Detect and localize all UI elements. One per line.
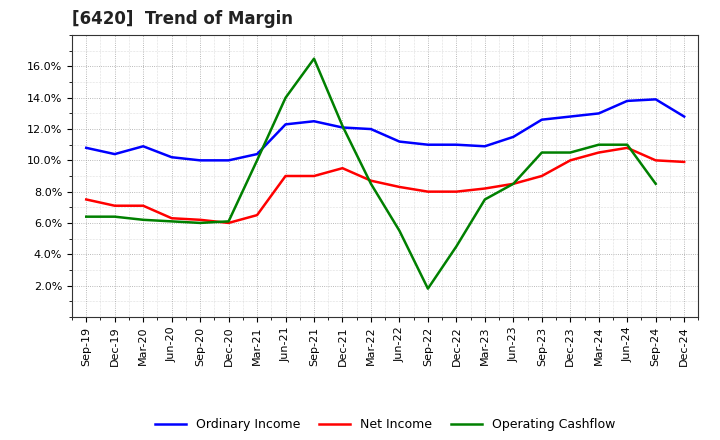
Operating Cashflow [82,214,91,219]
Operating Cashflow [452,244,461,249]
Ordinary Income [623,98,631,103]
Ordinary Income [282,122,290,127]
Operating Cashflow [366,181,375,187]
Ordinary Income [423,142,432,147]
Net Income [395,184,404,190]
Operating Cashflow [310,56,318,61]
Net Income [623,145,631,150]
Text: [6420]  Trend of Margin: [6420] Trend of Margin [72,10,293,28]
Ordinary Income [139,143,148,149]
Ordinary Income [310,119,318,124]
Net Income [537,173,546,179]
Net Income [225,220,233,226]
Operating Cashflow [139,217,148,223]
Operating Cashflow [480,197,489,202]
Ordinary Income [338,125,347,130]
Net Income [680,159,688,165]
Ordinary Income [167,154,176,160]
Operating Cashflow [509,181,518,187]
Operating Cashflow [167,219,176,224]
Net Income [509,181,518,187]
Net Income [139,203,148,209]
Net Income [595,150,603,155]
Operating Cashflow [566,150,575,155]
Operating Cashflow [423,286,432,291]
Operating Cashflow [253,158,261,163]
Net Income [423,189,432,194]
Line: Operating Cashflow: Operating Cashflow [86,59,656,289]
Operating Cashflow [282,95,290,100]
Operating Cashflow [623,142,631,147]
Operating Cashflow [110,214,119,219]
Ordinary Income [680,114,688,119]
Net Income [652,158,660,163]
Ordinary Income [82,145,91,150]
Ordinary Income [480,143,489,149]
Net Income [82,197,91,202]
Operating Cashflow [338,123,347,128]
Operating Cashflow [196,220,204,226]
Ordinary Income [395,139,404,144]
Net Income [253,213,261,218]
Ordinary Income [537,117,546,122]
Net Income [196,217,204,223]
Legend: Ordinary Income, Net Income, Operating Cashflow: Ordinary Income, Net Income, Operating C… [150,413,621,436]
Net Income [338,165,347,171]
Ordinary Income [225,158,233,163]
Line: Net Income: Net Income [86,148,684,223]
Operating Cashflow [595,142,603,147]
Net Income [110,203,119,209]
Net Income [366,178,375,183]
Ordinary Income [253,151,261,157]
Net Income [480,186,489,191]
Net Income [310,173,318,179]
Line: Ordinary Income: Ordinary Income [86,99,684,160]
Net Income [282,173,290,179]
Operating Cashflow [652,181,660,187]
Net Income [167,216,176,221]
Ordinary Income [595,111,603,116]
Ordinary Income [196,158,204,163]
Net Income [452,189,461,194]
Ordinary Income [652,97,660,102]
Ordinary Income [452,142,461,147]
Operating Cashflow [537,150,546,155]
Operating Cashflow [225,219,233,224]
Net Income [566,158,575,163]
Ordinary Income [110,151,119,157]
Ordinary Income [366,126,375,132]
Ordinary Income [509,134,518,139]
Ordinary Income [566,114,575,119]
Operating Cashflow [395,228,404,233]
